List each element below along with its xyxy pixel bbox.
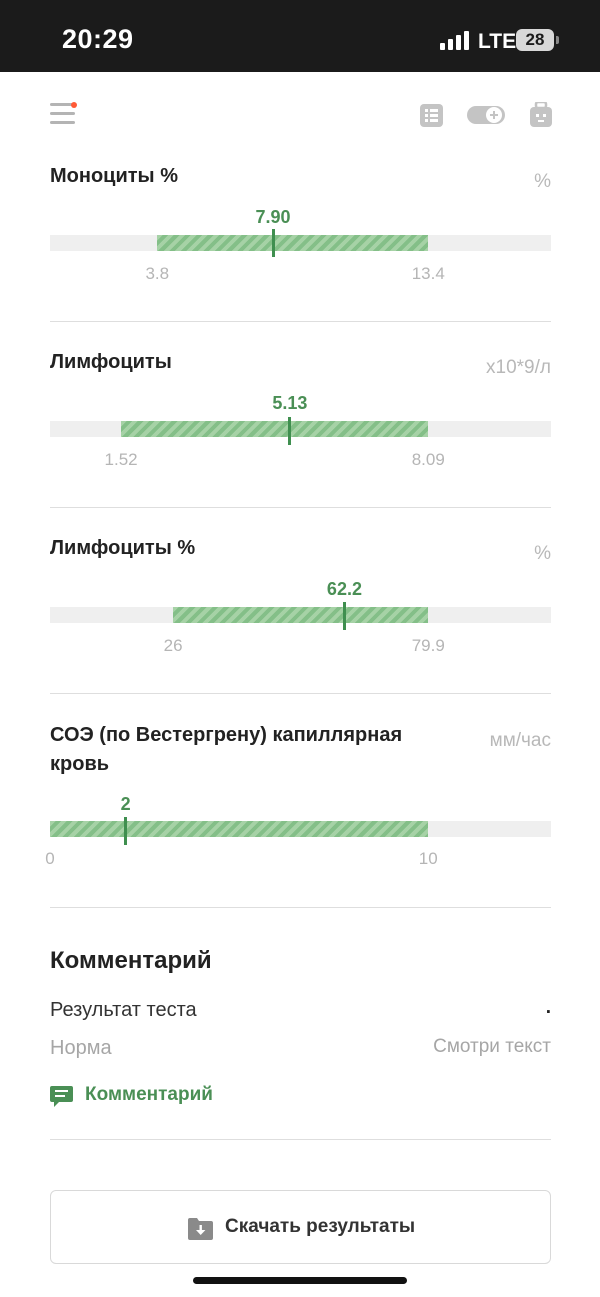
reference-range-bar — [173, 607, 429, 623]
result-lymphocytes: Лимфоциты x10*9/л 5.13 1.52 8.09 — [50, 348, 551, 478]
comment-icon — [50, 1086, 73, 1107]
result-name-line-1: СОЭ (по Вестергрену) капиллярная — [50, 724, 403, 746]
folder-download-icon — [188, 1218, 213, 1240]
value-marker — [124, 817, 128, 845]
reference-high: 79.9 — [411, 636, 445, 655]
divider — [50, 321, 551, 322]
result-name: Лимфоциты % — [50, 537, 196, 559]
menu-icon[interactable] — [50, 103, 75, 125]
result-value: 5.13 — [272, 393, 308, 413]
battery-icon: 28 — [516, 29, 554, 51]
reference-high: 8.09 — [411, 450, 445, 469]
reference-low: 1.52 — [104, 450, 138, 469]
reference-track — [50, 421, 551, 437]
test-result-value: . — [545, 997, 551, 1018]
result-name: Лимфоциты — [50, 351, 172, 373]
value-marker — [342, 602, 346, 630]
result-name-line-2: кровь — [50, 753, 110, 775]
result-value: 62.2 — [326, 579, 362, 599]
result-unit: % — [534, 171, 551, 192]
result-monocytes-percent: Моноциты % % 7.90 3.8 13.4 — [50, 162, 551, 292]
norm-label: Норма — [50, 1037, 112, 1059]
divider — [50, 907, 551, 908]
battery-tip — [556, 36, 559, 44]
reference-track — [50, 821, 551, 837]
toggle-add-icon[interactable] — [467, 104, 505, 126]
list-icon[interactable] — [420, 104, 443, 127]
reference-high: 13.4 — [411, 264, 445, 283]
reference-range-bar — [157, 235, 429, 251]
status-bar: 20:29 LTE 28 — [0, 0, 600, 72]
reference-track — [50, 607, 551, 623]
test-result-label: Результат теста — [50, 999, 197, 1021]
comment-link-label: Комментарий — [85, 1084, 213, 1105]
value-marker — [288, 417, 292, 445]
comment-section-title: Комментарий — [50, 947, 212, 974]
divider — [50, 507, 551, 508]
result-unit: мм/час — [489, 730, 551, 751]
result-value: 2 — [120, 794, 131, 814]
norm-value: Смотри текст — [433, 1036, 551, 1057]
result-value: 7.90 — [255, 207, 291, 227]
notification-dot — [71, 102, 77, 108]
network-type: LTE — [478, 30, 517, 53]
reference-high: 10 — [418, 849, 438, 868]
value-marker — [271, 229, 275, 257]
result-unit: x10*9/л — [486, 357, 551, 378]
result-lymphocytes-percent: Лимфоциты % % 62.2 26 79.9 — [50, 534, 551, 664]
result-unit: % — [534, 543, 551, 564]
download-results-button[interactable]: Скачать результаты — [50, 1190, 551, 1264]
medical-bag-icon[interactable] — [530, 102, 552, 127]
home-indicator — [193, 1277, 407, 1284]
result-esr-westergren: СОЭ (по Вестергрену) капиллярная кровь м… — [45, 721, 551, 871]
reference-range-bar — [50, 821, 429, 837]
divider — [50, 693, 551, 694]
reference-low: 0 — [45, 849, 55, 868]
download-button-label: Скачать результаты — [225, 1216, 416, 1237]
reference-range-bar — [121, 421, 429, 437]
reference-low: 3.8 — [145, 264, 170, 283]
reference-low: 26 — [163, 636, 183, 655]
result-name: Моноциты % — [50, 165, 178, 187]
signal-icon — [440, 30, 470, 50]
reference-track — [50, 235, 551, 251]
result-name: СОЭ (по Вестергрену) капиллярная кровь — [50, 721, 450, 779]
divider — [50, 1139, 551, 1140]
status-time: 20:29 — [62, 24, 134, 54]
